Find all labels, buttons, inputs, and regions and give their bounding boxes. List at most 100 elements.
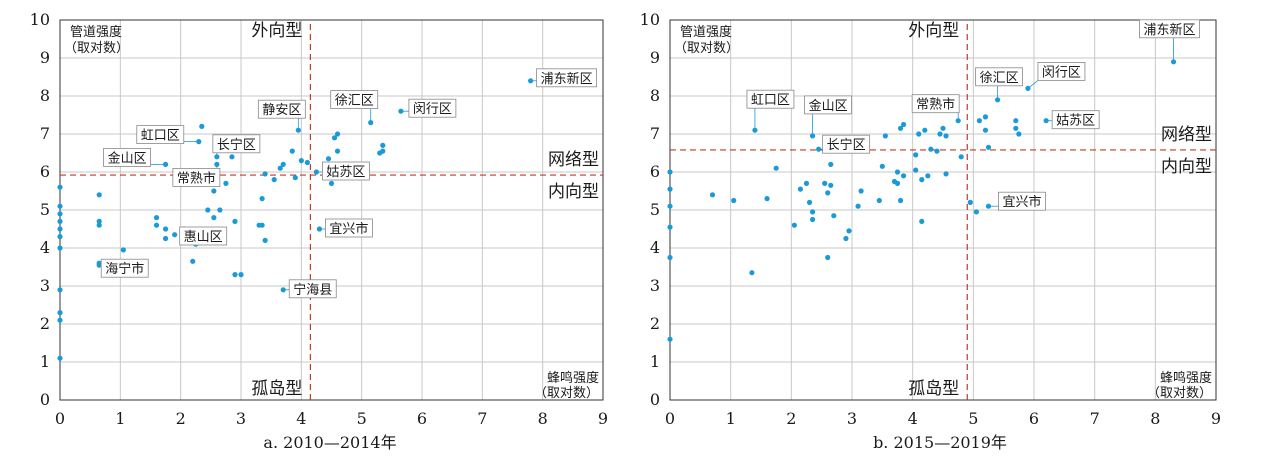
data-point — [262, 171, 268, 177]
data-point — [828, 182, 834, 188]
chart-panel-a: 0 1 2 3 4 5 6 7 8 9012345678910管道强度（取对数）蜂鸣强度（取对数）… — [30, 10, 608, 452]
data-point — [1013, 125, 1019, 131]
data-point — [825, 254, 831, 261]
point-label: 金山区 — [108, 150, 147, 166]
data-point — [325, 156, 332, 162]
data-point — [57, 211, 63, 217]
y-tick-label: 4 — [40, 238, 50, 257]
y-tick-label: 8 — [650, 86, 660, 105]
y-tick-label: 9 — [40, 48, 50, 67]
point-label: 浦东新区 — [1144, 22, 1196, 38]
data-point — [199, 123, 205, 129]
data-point — [928, 146, 934, 152]
point-label-box — [172, 167, 221, 187]
y-axis-title-unit: （取对数） — [674, 41, 739, 56]
point-label-box — [975, 67, 1023, 87]
data-point — [289, 148, 295, 154]
data-point — [1016, 131, 1022, 137]
data-point — [238, 272, 244, 278]
point-label: 闵行区 — [1042, 65, 1081, 80]
data-point — [809, 216, 816, 223]
data-point — [806, 199, 813, 205]
data-point — [982, 114, 989, 120]
data-point — [897, 197, 904, 204]
data-point — [57, 310, 63, 316]
point-label-box — [408, 98, 457, 118]
point-label-box — [536, 68, 597, 88]
data-point — [172, 232, 178, 238]
y-tick-label: 7 — [650, 124, 660, 143]
data-point — [262, 237, 268, 243]
point-label: 姑苏区 — [1056, 113, 1095, 129]
point-label-box — [212, 134, 261, 154]
data-point — [334, 131, 341, 137]
point-label: 虹口区 — [141, 129, 180, 144]
data-point — [749, 270, 755, 276]
point-label: 姑苏区 — [326, 164, 365, 180]
data-point — [153, 222, 160, 228]
x-tick-label: 4 — [296, 409, 306, 428]
point-label: 常熟市 — [916, 97, 955, 113]
x-tick-label: 0 — [55, 409, 65, 428]
x-tick-label: 8 — [1150, 409, 1160, 428]
x-tick-label: 3 — [236, 409, 246, 428]
y-tick-label: 10 — [30, 10, 50, 29]
point-label: 长宁区 — [217, 137, 256, 153]
y-tick-label: 6 — [650, 162, 660, 181]
data-point — [855, 203, 861, 209]
chart-caption: a. 2010—2014年 — [263, 433, 396, 452]
y-tick-label: 5 — [650, 200, 660, 219]
data-point — [57, 226, 63, 232]
point-label-box — [822, 134, 871, 154]
data-point — [96, 218, 102, 224]
point-label-box — [100, 258, 149, 278]
data-point — [973, 209, 979, 215]
data-point — [232, 272, 238, 278]
data-point — [1013, 118, 1019, 124]
data-point — [791, 222, 797, 228]
data-point — [897, 125, 904, 131]
point-label: 静安区 — [262, 103, 301, 118]
x-tick-label: 7 — [477, 409, 487, 428]
data-point — [876, 197, 882, 204]
data-point — [328, 180, 335, 186]
quadrant-label-outward: 外向型 — [251, 21, 302, 41]
data-point — [976, 118, 983, 124]
data-point — [380, 142, 386, 148]
quadrant-label-inward: 内向型 — [1161, 157, 1212, 177]
point-label-box — [136, 125, 185, 144]
point-label-box — [746, 89, 795, 109]
data-point — [259, 222, 265, 228]
data-point — [259, 196, 265, 202]
quadrant-label-island: 孤岛型 — [251, 379, 302, 399]
data-point — [913, 167, 919, 173]
data-point — [331, 135, 338, 141]
x-tick-label: 0 — [665, 409, 675, 428]
point-label-box — [103, 147, 151, 167]
data-point — [57, 355, 63, 361]
x-tick-label: 5 — [357, 409, 367, 428]
data-point — [843, 235, 849, 242]
x-axis-title: 蜂鸣强度 — [1160, 370, 1212, 386]
chart-caption: b. 2015—2019年 — [873, 433, 1007, 452]
x-tick-label: 4 — [908, 409, 918, 428]
data-point — [958, 154, 964, 160]
data-point — [162, 226, 169, 232]
data-point — [229, 154, 235, 160]
data-point — [217, 207, 223, 213]
x-tick-label: 6 — [417, 409, 427, 428]
data-point — [96, 192, 102, 198]
point-label: 虹口区 — [751, 93, 790, 108]
point-label: 宜兴市 — [329, 221, 368, 237]
point-label-box — [179, 226, 228, 246]
data-point — [900, 173, 907, 179]
point-label-box — [804, 95, 852, 115]
data-point — [190, 258, 196, 264]
x-tick-label: 5 — [968, 409, 978, 428]
data-point — [809, 209, 816, 215]
data-point — [846, 228, 852, 234]
data-point — [211, 215, 217, 221]
data-point — [831, 213, 837, 219]
y-tick-label: 5 — [40, 200, 50, 219]
